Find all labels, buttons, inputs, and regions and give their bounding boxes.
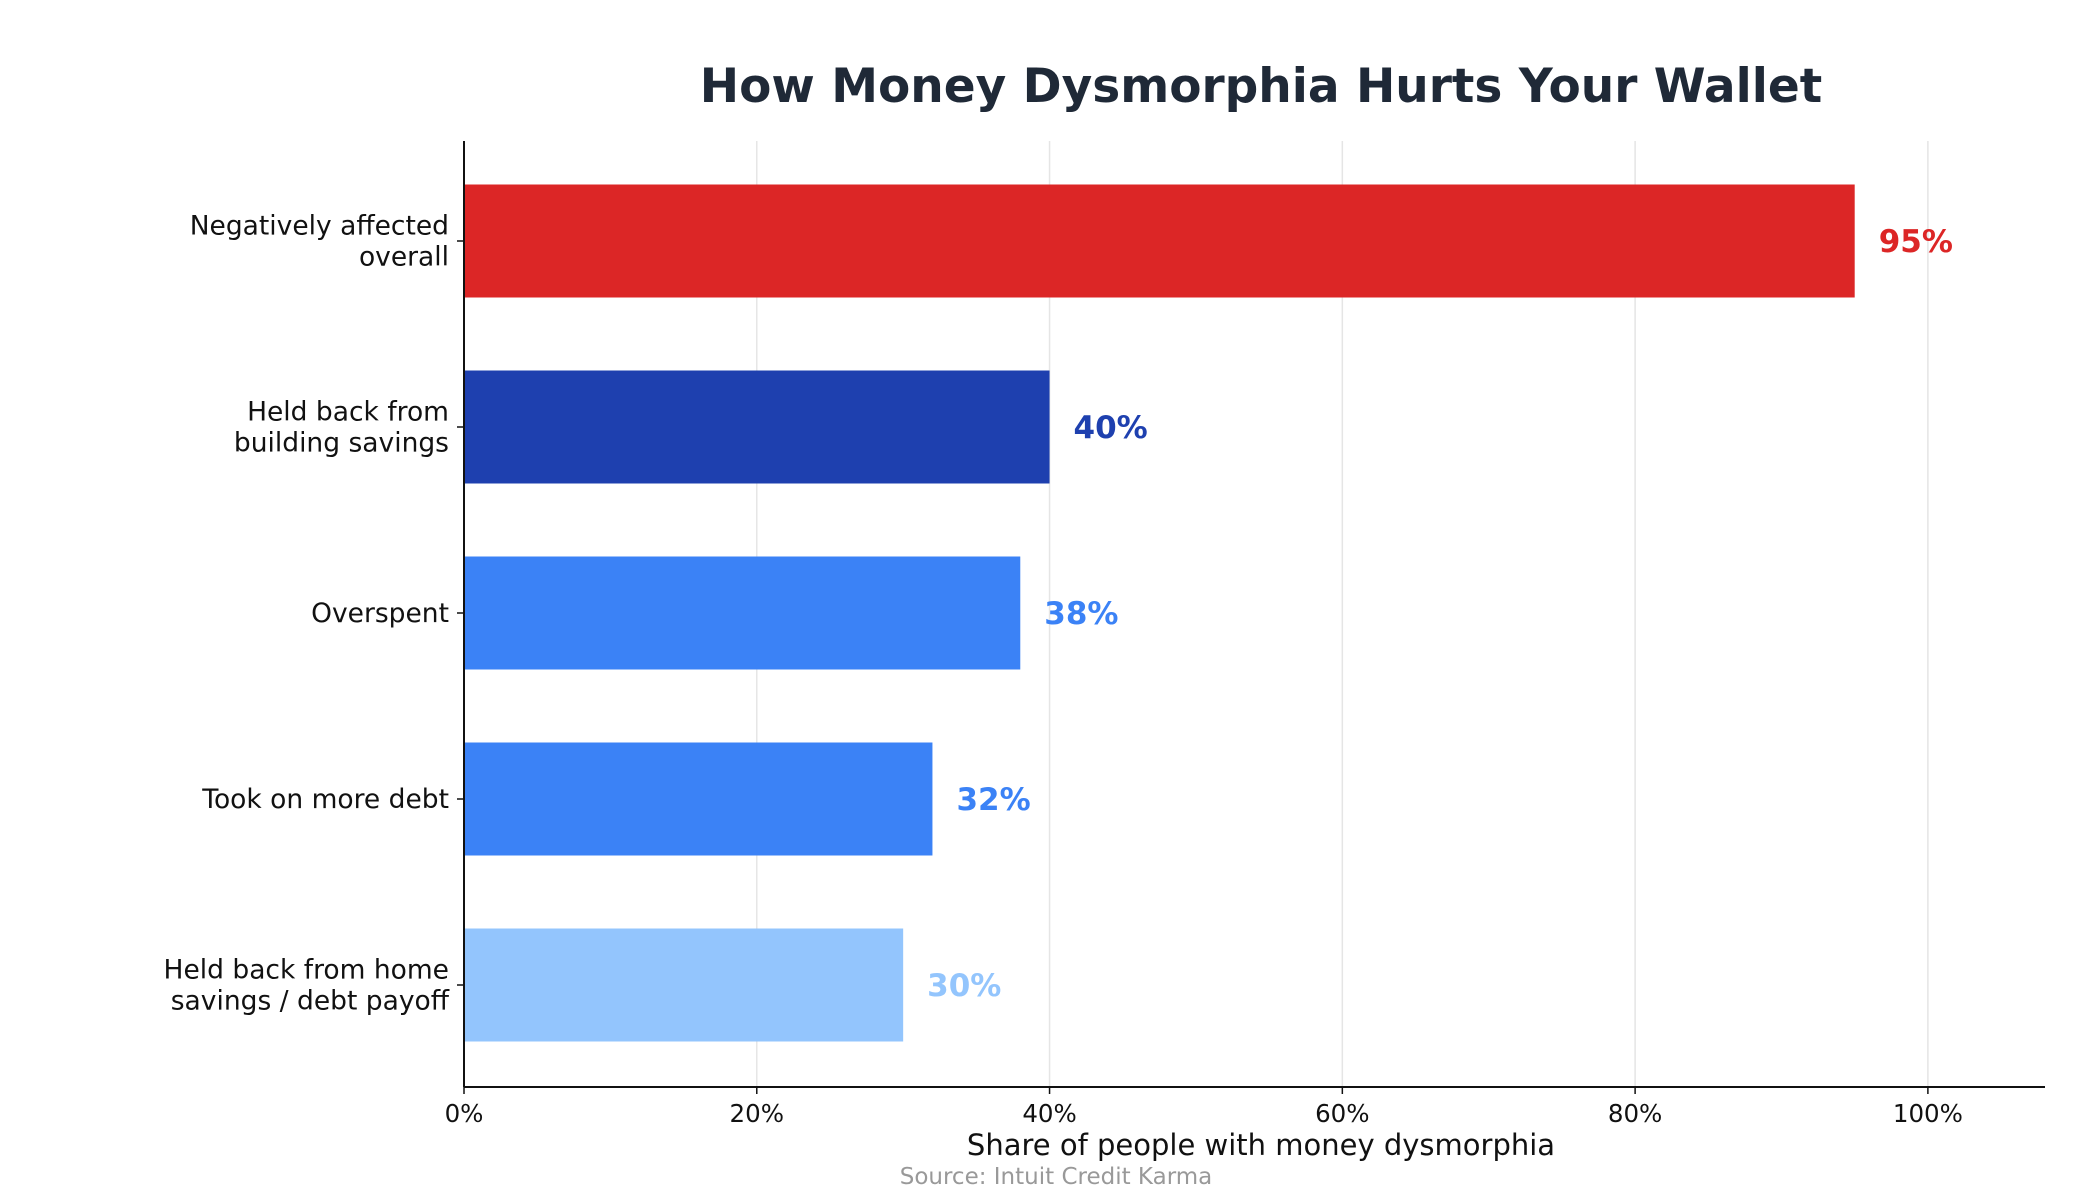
x-tick-label: 40% <box>1022 1099 1076 1128</box>
category-label: Held back from home savings / debt payoff <box>164 955 450 1017</box>
bar-value-label: 40% <box>1074 410 1148 446</box>
source-note: Source: Intuit Credit Karma <box>900 1164 1213 1190</box>
x-tick-label: 0% <box>445 1099 484 1128</box>
x-tick-label: 60% <box>1315 1099 1369 1128</box>
x-axis-title: Share of people with money dysmorphia <box>967 1128 1555 1162</box>
bar <box>464 184 1855 298</box>
axes <box>463 141 2045 1088</box>
bar <box>464 556 1021 670</box>
bar <box>464 370 1050 484</box>
bar-value-label: 30% <box>927 968 1001 1004</box>
bar-value-label: 38% <box>1044 596 1118 632</box>
category-label: Took on more debt <box>201 784 449 815</box>
category-label: Held back from building savings <box>234 397 449 459</box>
bar-value-label: 95% <box>1879 224 1953 260</box>
bar-value-label: 32% <box>956 782 1030 818</box>
bar <box>464 928 904 1042</box>
x-tick-label: 20% <box>730 1099 784 1128</box>
labels: 0% 20% 40% 60% 80% 100% 95% Negatively affected… <box>164 211 1963 1129</box>
bars <box>464 184 1855 1042</box>
category-label: Negatively affected overall <box>190 211 449 273</box>
x-tick-label: 100% <box>1893 1099 1963 1128</box>
x-tick-label: 80% <box>1608 1099 1662 1128</box>
category-label: Overspent <box>311 598 449 629</box>
bar <box>464 742 933 856</box>
chart-title: How Money Dysmorphia Hurts Your Wallet <box>700 59 1822 114</box>
